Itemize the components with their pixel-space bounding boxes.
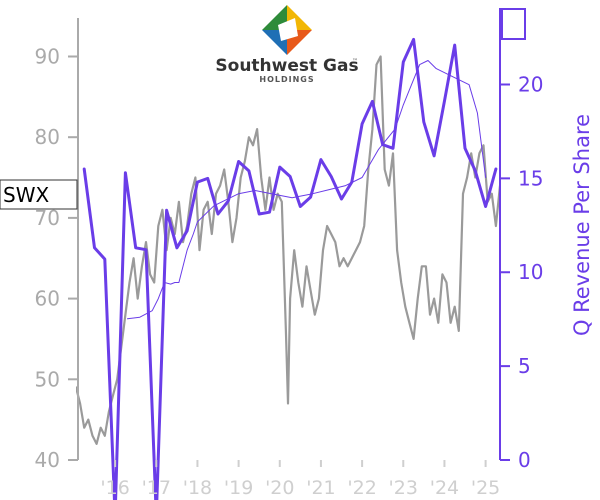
x-tick-label: '20 xyxy=(265,477,294,499)
right-tick-label: 5 xyxy=(518,354,531,378)
left-tick-label: 70 xyxy=(35,206,60,230)
logo-trademark: ™ xyxy=(352,58,358,65)
left-tick-label: 60 xyxy=(35,287,60,311)
right-tick-label: 0 xyxy=(518,448,531,472)
left-tick-label: 40 xyxy=(35,448,60,472)
x-tick-label: '21 xyxy=(306,477,335,499)
logo-name: Southwest Gas xyxy=(215,56,358,76)
series-layer xyxy=(76,37,500,500)
ticker-box xyxy=(0,179,78,210)
revenue-trend-line xyxy=(127,60,487,320)
price-line xyxy=(76,55,500,445)
x-tick-label: '16 xyxy=(100,477,129,499)
right-axis-label: Q Revenue Per Share xyxy=(570,114,594,336)
right-tick-label: 20 xyxy=(518,72,543,96)
x-tick-label: '18 xyxy=(183,477,212,499)
logo-diamond-icon xyxy=(262,5,312,55)
right-tick-label: 10 xyxy=(518,260,543,284)
x-tick-label: '17 xyxy=(142,477,171,499)
x-tick-label: '24 xyxy=(430,477,459,499)
left-tick-label: 80 xyxy=(35,125,60,149)
ticker-label: SWX xyxy=(0,179,78,210)
company-logo: Southwest Gas ™ HOLDINGS xyxy=(215,5,359,84)
x-tick-label: '22 xyxy=(347,477,376,499)
left-tick-label: 50 xyxy=(35,367,60,391)
x-tick-label: '23 xyxy=(389,477,418,499)
right-axis: 0 5 10 15 20 xyxy=(499,8,543,472)
ticker-text: SWX xyxy=(3,183,49,207)
x-tick-label: '25 xyxy=(471,477,500,499)
revenue-per-share-line xyxy=(82,37,498,500)
left-axis: 40 50 60 70 80 90 xyxy=(35,18,79,472)
x-axis: '16 '17 '18 '19 '20 '21 '22 '23 '24 '25 xyxy=(100,460,500,499)
x-tick-label: '19 xyxy=(224,477,253,499)
logo-subtitle: HOLDINGS xyxy=(259,75,314,84)
revenue-legend-swatch xyxy=(501,8,526,40)
right-tick-label: 15 xyxy=(518,166,543,190)
left-tick-label: 90 xyxy=(35,44,60,68)
